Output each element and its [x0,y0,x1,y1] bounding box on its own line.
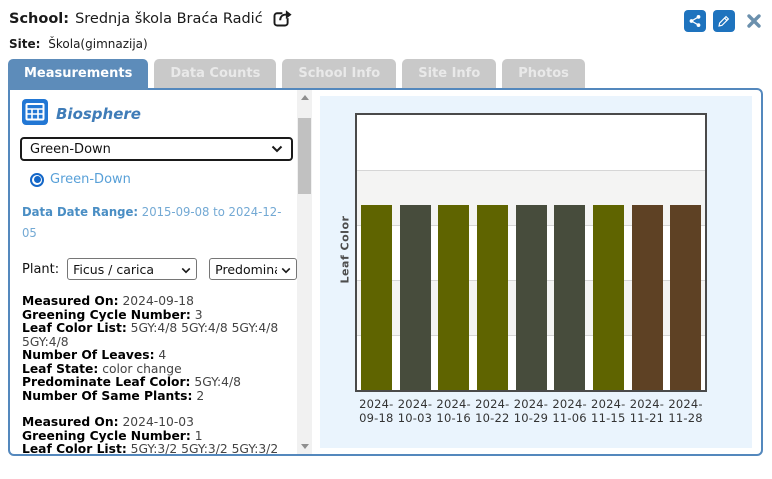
x-tick-label: 2024- 10-22 [475,397,510,425]
open-external-icon[interactable] [271,8,292,29]
tab-site-info[interactable]: Site Info [402,59,497,88]
chevron-down-icon [181,262,191,277]
measurement-record: Measured On: 2024-10-03 Greening Cycle Nu… [22,415,290,454]
measurement-field: Predominate Leaf Color: 5GY:4/8 [22,375,241,389]
measurement-field: Measured On: 2024-09-18 [22,294,194,308]
measurement-list: Measured On: 2024-09-18 Greening Cycle Nu… [22,294,290,454]
site-label: Site: [9,37,41,51]
x-tick-label: 2024- 11-15 [591,397,626,425]
toolbar [684,10,762,32]
plot-band [357,115,705,170]
bar-2024-11-15 [592,205,624,390]
bar-2024-09-18 [360,205,392,390]
tab-measurements[interactable]: Measurements [8,59,149,90]
x-tick-label: 2024- 11-21 [629,397,665,425]
chevron-down-icon [271,142,283,157]
tab-bar: Measurements Data Counts School Info Site I… [8,59,585,90]
bar-2024-11-06 [554,205,586,390]
tab-school-info[interactable]: School Info [282,59,397,88]
radio-label: Green-Down [50,172,131,187]
x-tick-label: 2024- 09-18 [359,397,394,425]
biosphere-header: Biosphere [22,99,141,129]
bar-2024-11-21 [631,205,663,390]
x-tick-label: 2024- 10-03 [397,397,433,425]
tab-photos[interactable]: Photos [502,59,585,88]
chart-xlabels: 2024- 09-18 2024- 10-03 2024- 10-16 2024- 10-22… [357,397,705,425]
measurement-field: Leaf Color List: 5GY:3/2 5GY:3/2 5GY:3/2 [22,442,279,454]
plant-label: Plant: [22,261,60,277]
measurement-field: Greening Cycle Number: 3 [22,307,203,322]
bar-2024-10-29 [515,205,547,390]
data-date-range: Data Date Range: 2015-09-08 to 2024-12-0… [22,205,282,241]
measurement-field: Number Of Same Plants: 2 [22,388,205,403]
measurement-record: Measured On: 2024-09-18 Greening Cycle Nu… [22,294,290,403]
chart-panel: Leaf Color 2024- 09-18 2024- 10-03 2024- 10-1… [320,96,752,448]
scroll-down-icon[interactable] [297,439,312,454]
school-header: School: Srednja škola Braća Radić [9,8,292,29]
bar-2024-10-16 [438,205,470,390]
radio-button[interactable] [30,172,44,187]
table-icon [22,99,48,129]
section-title: Biosphere [56,105,141,123]
measurement-field: Number Of Leaves: 4 [22,348,167,362]
tab-data-counts[interactable]: Data Counts [154,59,277,88]
gridline [357,170,705,171]
x-tick-label: 2024- 11-06 [552,397,587,425]
x-tick-label: 2024- 11-28 [668,397,703,425]
bar-2024-11-28 [670,205,702,390]
plant-row: Plant: Ficus / carica Predomina [22,258,297,280]
measurement-field: Leaf State: color change [22,361,182,376]
protocol-select[interactable]: Green-Down [20,137,293,161]
share-icon [689,15,701,27]
measurement-field: Measured On: 2024-10-03 [22,415,194,429]
bar-2024-10-03 [399,205,431,390]
main-panel: Biosphere Green-Down Green-Down Data Dat… [8,88,763,456]
scroll-up-icon[interactable] [297,90,312,105]
chevron-down-icon [281,262,291,277]
scrollbar-thumb[interactable] [298,118,311,194]
close-icon[interactable] [746,13,762,29]
measurement-field: Greening Cycle Number: 1 [22,428,203,443]
x-tick-label: 2024- 10-16 [436,397,471,425]
chart-ylabel: Leaf Color [338,215,352,284]
edit-button[interactable] [713,10,735,32]
plant-select[interactable]: Ficus / carica [67,258,198,280]
measurements-panel: Biosphere Green-Down Green-Down Data Dat… [10,90,297,454]
x-tick-label: 2024- 10-29 [513,397,549,425]
school-label: School: [9,10,70,27]
measure-type-select[interactable]: Predomina [209,258,297,280]
measurement-field: Leaf Color List: 5GY:4/8 5GY:4/8 5GY:4/8… [22,321,279,349]
pencil-icon [718,15,730,27]
site-name: Škola(gimnazija) [48,37,148,51]
bar-2024-10-22 [476,205,508,390]
green-down-radio-row: Green-Down [30,172,131,187]
left-panel-scrollbar[interactable] [297,90,312,454]
share-button[interactable] [684,10,706,32]
school-name: Srednja škola Braća Radić [75,10,263,27]
bar-chart [355,113,707,392]
site-header: Site: Škola(gimnazija) [9,37,148,51]
